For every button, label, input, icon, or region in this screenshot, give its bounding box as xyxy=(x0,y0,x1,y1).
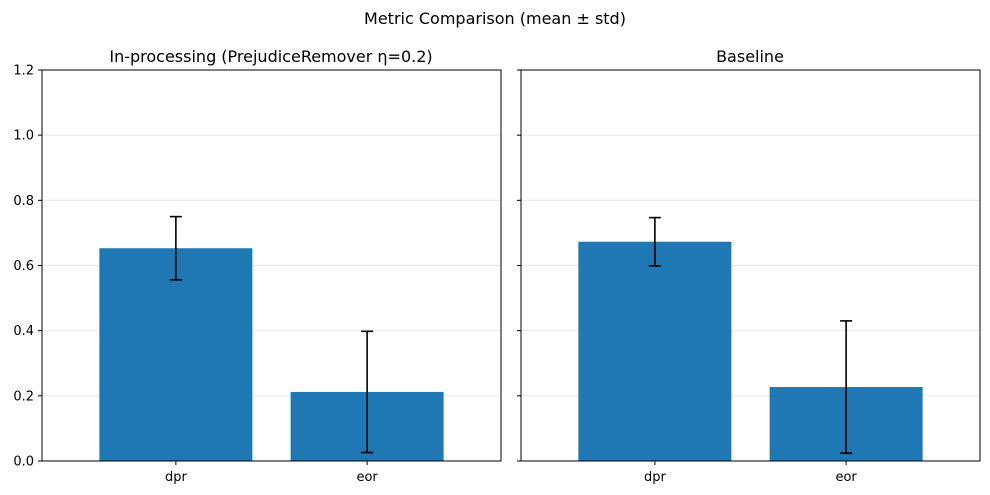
x-tick-label-dpr-in-processing: dpr xyxy=(165,470,188,485)
errorbar-dpr-in-processing xyxy=(169,215,182,281)
y-tick-label-1-0: 1.0 xyxy=(13,129,34,144)
errorbar-eor-baseline xyxy=(840,320,853,454)
x-tick-label-eor-in-processing: eor xyxy=(356,470,378,485)
errorbar-dpr-baseline xyxy=(648,216,661,267)
panel-title-baseline: Baseline xyxy=(716,47,784,66)
panel-baseline: Baseline dpr eor xyxy=(517,47,981,485)
y-tick-label-0-4: 0.4 xyxy=(13,324,34,339)
bar-dpr-baseline xyxy=(578,241,732,461)
x-tick-label-eor-baseline: eor xyxy=(835,470,857,485)
bar-dpr-in-processing xyxy=(99,248,253,461)
y-tick-label-1-2: 1.2 xyxy=(13,64,34,79)
y-tick-label-0-2: 0.2 xyxy=(13,389,34,404)
panel-title-in-processing: In-processing (PrejudiceRemover η=0.2) xyxy=(109,47,432,66)
errorbar-eor-in-processing xyxy=(361,330,374,454)
figure-title: Metric Comparison (mean ± std) xyxy=(364,9,626,28)
axes-frame-baseline xyxy=(520,69,981,462)
y-tick-label-0-6: 0.6 xyxy=(13,259,34,274)
y-tick-label-0-8: 0.8 xyxy=(13,194,34,209)
x-tick-label-dpr-baseline: dpr xyxy=(644,470,667,485)
y-tick-label-0-0: 0.0 xyxy=(13,455,34,470)
axes-frame-in-processing xyxy=(41,69,502,462)
panel-in-processing: In-processing (PrejudiceRemover η=0.2) 0… xyxy=(13,47,502,485)
